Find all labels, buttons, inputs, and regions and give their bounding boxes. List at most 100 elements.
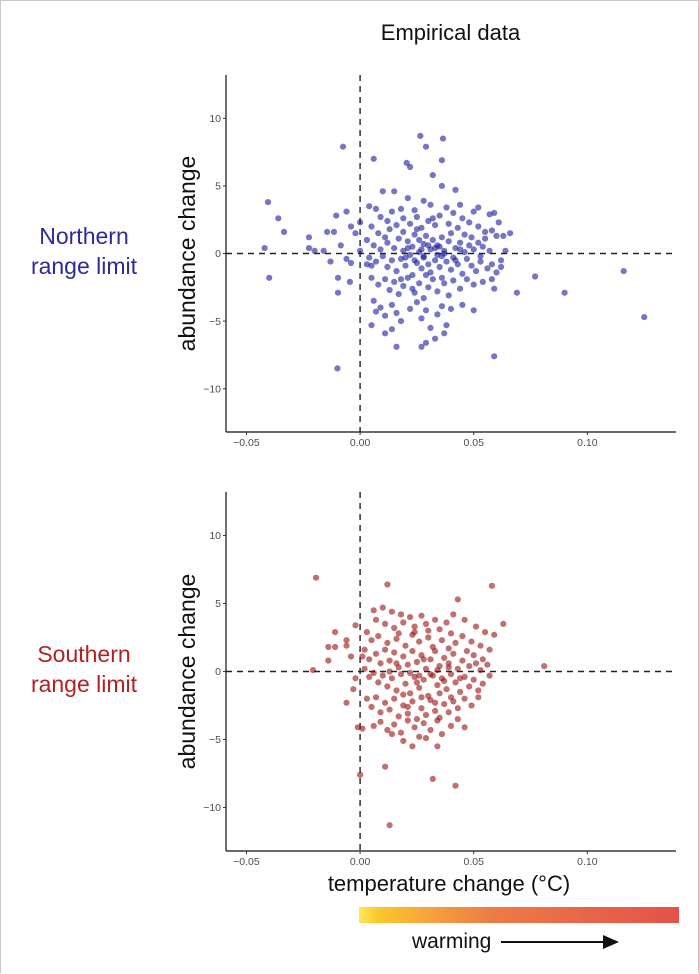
data-point — [420, 720, 427, 727]
data-point — [457, 688, 464, 696]
data-point — [432, 222, 439, 229]
data-point — [493, 232, 500, 239]
data-point — [404, 703, 411, 711]
data-point — [422, 272, 430, 279]
data-point — [370, 297, 377, 304]
data-point — [400, 215, 407, 222]
data-point — [386, 668, 393, 675]
data-point — [334, 365, 341, 372]
data-point — [482, 235, 489, 242]
data-point — [475, 239, 482, 246]
data-point — [400, 282, 407, 290]
data-point — [443, 619, 450, 626]
data-point — [402, 254, 409, 261]
data-point — [461, 616, 468, 623]
y-tick-label: 5 — [215, 598, 221, 610]
data-point — [384, 217, 391, 225]
data-point — [418, 705, 425, 712]
data-point — [400, 653, 407, 660]
data-point — [404, 195, 411, 202]
data-point — [332, 643, 339, 651]
data-point — [377, 246, 384, 253]
data-point — [404, 661, 411, 668]
arrow-right-icon — [501, 935, 620, 950]
data-point — [395, 291, 402, 298]
data-point — [470, 281, 477, 288]
data-point — [447, 694, 455, 701]
data-point — [447, 630, 455, 637]
data-point — [325, 643, 332, 651]
data-point — [407, 669, 414, 677]
data-point — [470, 676, 477, 683]
data-point — [461, 249, 468, 256]
data-point — [404, 238, 411, 245]
y-axis-title: abundance change — [174, 574, 200, 770]
data-point — [457, 285, 464, 292]
data-point — [436, 263, 443, 271]
data-point — [488, 227, 495, 234]
data-point — [416, 672, 423, 679]
data-point — [418, 694, 425, 701]
data-point — [486, 247, 493, 254]
data-point — [482, 228, 489, 235]
data-point — [384, 239, 391, 246]
data-point — [375, 230, 382, 237]
data-point — [407, 690, 414, 697]
data-point — [479, 656, 486, 663]
data-point — [441, 280, 448, 287]
data-point — [486, 672, 493, 679]
northern-row-label: Northern range limit — [0, 221, 168, 281]
data-point — [641, 314, 648, 321]
data-point — [372, 650, 380, 657]
data-point — [370, 155, 377, 162]
data-point — [432, 707, 439, 715]
data-point — [382, 312, 389, 319]
data-point — [375, 679, 382, 686]
data-point — [420, 197, 427, 204]
data-point — [427, 726, 434, 734]
data-point — [404, 274, 411, 281]
data-point — [422, 307, 430, 314]
data-point — [382, 330, 389, 337]
data-point — [432, 257, 439, 264]
data-point — [407, 220, 414, 227]
data-point — [275, 215, 282, 222]
data-point — [409, 698, 416, 705]
data-point — [404, 710, 411, 717]
data-point — [422, 339, 430, 346]
data-point — [343, 637, 350, 644]
data-point — [409, 272, 416, 279]
data-points — [309, 574, 548, 829]
data-point — [475, 204, 482, 211]
data-point — [477, 253, 484, 260]
data-point — [438, 182, 445, 189]
data-point — [422, 143, 430, 150]
x-tick-label: 0.05 — [464, 437, 485, 449]
data-point — [457, 239, 464, 246]
data-point — [409, 285, 416, 292]
data-point — [397, 318, 405, 325]
data-point — [395, 630, 402, 637]
data-point — [372, 258, 380, 265]
y-tick-label: −5 — [209, 734, 221, 746]
data-point — [420, 295, 427, 302]
data-point — [443, 322, 450, 329]
data-point — [463, 255, 470, 262]
data-point — [402, 262, 409, 269]
data-point — [459, 215, 466, 222]
data-point — [395, 713, 402, 720]
data-point — [507, 230, 514, 237]
data-point — [422, 735, 430, 742]
data-point — [320, 247, 327, 254]
data-point — [466, 219, 473, 226]
data-point — [420, 676, 427, 683]
data-point — [388, 731, 395, 738]
data-point — [466, 663, 473, 670]
data-point — [391, 188, 398, 195]
data-point — [479, 278, 486, 285]
data-point — [429, 276, 436, 283]
data-point — [261, 245, 268, 252]
y-tick-label: 10 — [209, 113, 221, 125]
